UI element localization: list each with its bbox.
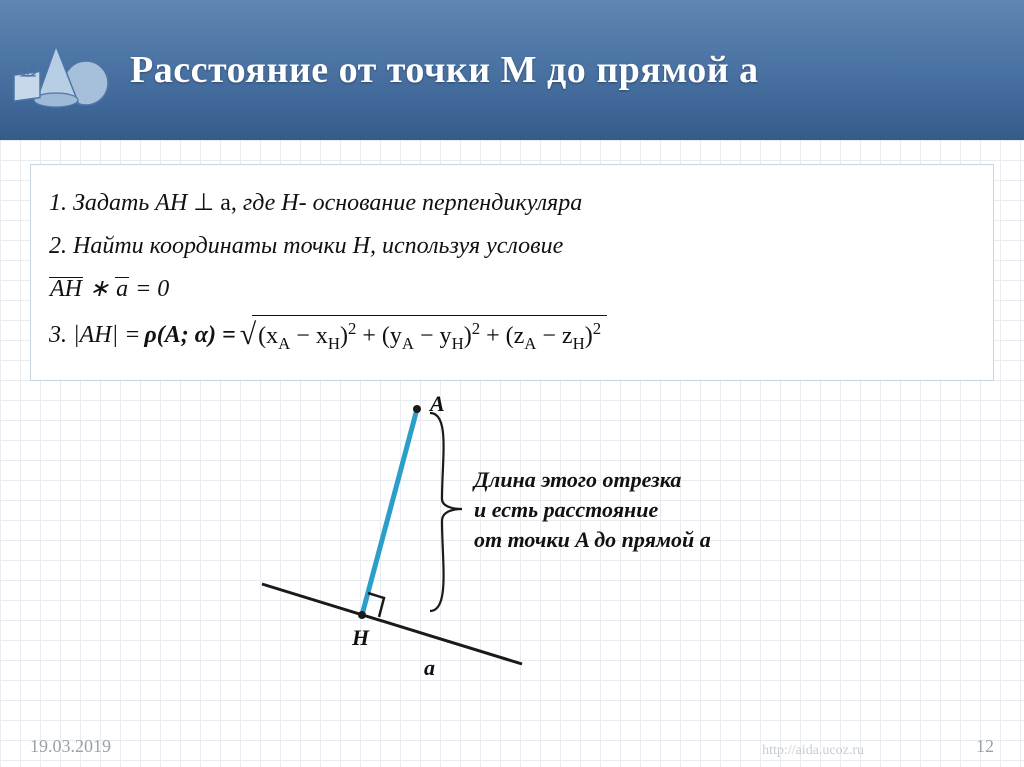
line-a xyxy=(262,584,522,664)
header-geometry-art xyxy=(8,28,128,123)
slide-title: Расстояние от точки М до прямой a xyxy=(130,48,759,92)
vector-condition: AH ∗ a = 0 xyxy=(49,271,975,308)
step-1: 1. Задать AH ⊥ a, где H- основание перпе… xyxy=(49,185,975,222)
vector-a: a xyxy=(115,277,129,301)
right-angle-icon xyxy=(368,593,384,617)
content-area: 1. Задать AH ⊥ a, где H- основание перпе… xyxy=(0,140,1024,679)
diagram: A H a Длина этого отрезка и есть расстоя… xyxy=(162,389,862,679)
slide-footer: 19.03.2019 12 xyxy=(0,736,1024,757)
segment-ah xyxy=(362,409,417,615)
point-h xyxy=(358,611,366,619)
step1-suffix: где H- основание перпендикуляра xyxy=(243,190,582,216)
sqrt-icon: √ (xA − xH)2 + (yA − yH)2 + (zA − zH)2 xyxy=(240,315,607,357)
label-line-a: a xyxy=(424,655,435,681)
step-3: 3. |AH| = ρ(A; α) = √ (xA − xH)2 + (yA −… xyxy=(49,315,975,357)
footer-page: 12 xyxy=(976,736,994,757)
step-2: 2. Найти координаты точки Н, используя у… xyxy=(49,228,975,265)
caption-line-3: от точки A до прямой a xyxy=(474,525,711,555)
caption-line-2: и есть расстояние xyxy=(474,495,711,525)
steps-box: 1. Задать AH ⊥ a, где H- основание перпе… xyxy=(30,164,994,381)
slide-header: Расстояние от точки М до прямой a xyxy=(0,0,1024,140)
label-a-point: A xyxy=(430,391,445,417)
label-h-point: H xyxy=(352,625,369,651)
root-expression: (xA − xH)2 + (yA − yH)2 + (zA − zH)2 xyxy=(252,315,607,357)
caption-line-1: Длина этого отрезка xyxy=(474,465,711,495)
step1-prefix: 1. Задать AH xyxy=(49,190,193,216)
vector-ah: AH xyxy=(49,277,83,301)
dot-op: ∗ xyxy=(83,276,115,302)
point-a xyxy=(413,405,421,413)
diagram-caption: Длина этого отрезка и есть расстояние от… xyxy=(474,465,711,554)
step3-lhs: 3. |AH| = xyxy=(49,317,140,354)
step1-perp: ⊥ a, xyxy=(193,190,243,216)
footer-date: 19.03.2019 xyxy=(30,736,111,757)
brace-icon xyxy=(430,413,462,611)
step3-rho: ρ(A; α) = xyxy=(144,317,235,354)
equals-zero: = 0 xyxy=(129,276,169,302)
